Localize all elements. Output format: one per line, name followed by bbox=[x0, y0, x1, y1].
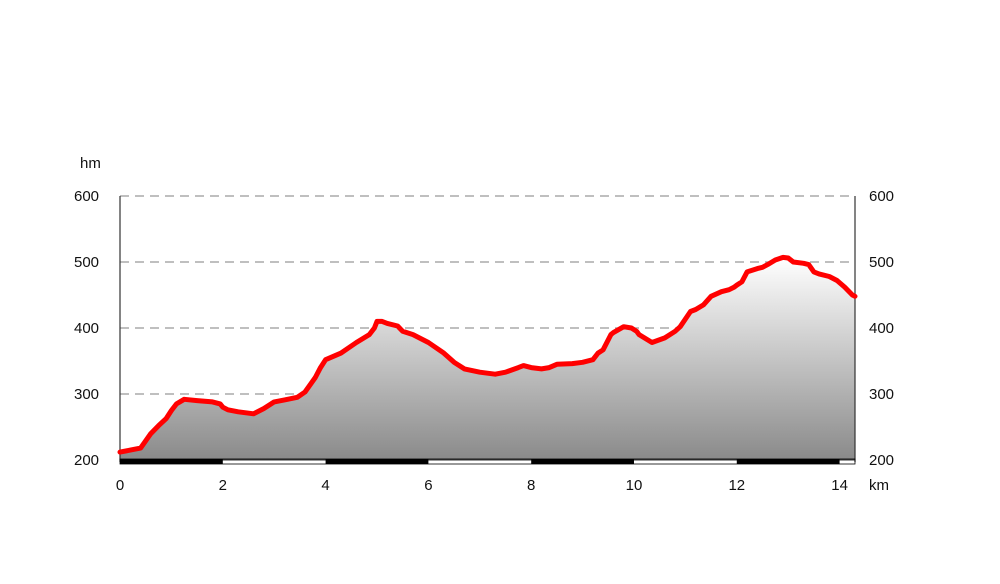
scale-bar-outline bbox=[119, 458, 856, 465]
y-tick-label-right: 600 bbox=[869, 188, 894, 205]
x-tick-label: 6 bbox=[424, 477, 432, 494]
elevation-line bbox=[117, 254, 858, 455]
y-tick-label-right: 500 bbox=[869, 254, 894, 271]
y-tick-label-left: 600 bbox=[74, 188, 99, 205]
x-tick-label: 4 bbox=[321, 477, 329, 494]
y-unit-label: hm bbox=[80, 155, 101, 172]
x-unit-label: km bbox=[869, 477, 889, 494]
x-tick-label: 10 bbox=[626, 477, 643, 494]
axes bbox=[119, 196, 856, 465]
elevation-area bbox=[120, 257, 855, 460]
x-tick-label: 0 bbox=[116, 477, 124, 494]
y-tick-label-left: 400 bbox=[74, 320, 99, 337]
y-tick-label-right: 300 bbox=[869, 386, 894, 403]
y-tick-label-left: 200 bbox=[74, 452, 99, 469]
y-tick-label-right: 400 bbox=[869, 320, 894, 337]
x-tick-label: 2 bbox=[219, 477, 227, 494]
y-tick-label-left: 300 bbox=[74, 386, 99, 403]
scale-bar-segment bbox=[325, 459, 429, 464]
y-tick-label-left: 500 bbox=[74, 254, 99, 271]
scale-bar-segment bbox=[120, 459, 223, 464]
x-tick-label: 12 bbox=[728, 477, 745, 494]
y-tick-label-right: 200 bbox=[869, 452, 894, 469]
scale-bar-segment bbox=[531, 459, 634, 464]
x-tick-label: 14 bbox=[831, 477, 848, 494]
x-tick-label: 8 bbox=[527, 477, 535, 494]
axis-labels: hm km 200 200 300 300 400 400 500 500 600 600 0 2 4 6… bbox=[74, 155, 894, 494]
scale-bar-segment bbox=[736, 459, 840, 464]
